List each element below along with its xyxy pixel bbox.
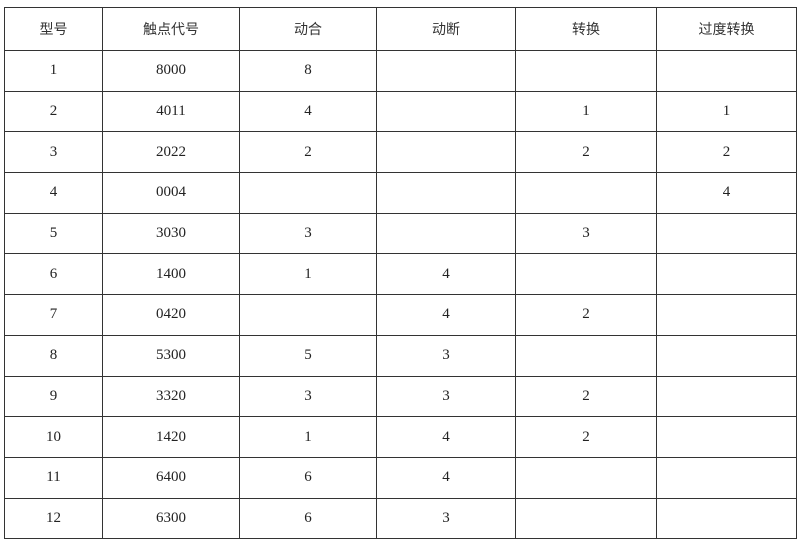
cell-model: 1 — [4, 50, 103, 92]
cell-transition-changeover — [656, 212, 797, 255]
cell-model: 12 — [4, 497, 103, 540]
cell-model: 9 — [4, 375, 103, 418]
cell-model: 5 — [4, 212, 103, 255]
cell-break: 4 — [376, 253, 516, 296]
cell-make: 5 — [239, 334, 377, 377]
table-row: 9 3320 3 3 2 — [4, 375, 797, 418]
cell-contact-code: 2022 — [102, 131, 240, 174]
cell-changeover: 3 — [515, 212, 657, 255]
table-row: 5 3030 3 3 — [4, 212, 797, 255]
cell-changeover — [515, 497, 657, 540]
cell-break: 4 — [376, 416, 516, 458]
cell-transition-changeover — [656, 334, 797, 377]
cell-changeover: 2 — [515, 416, 657, 458]
cell-break: 3 — [376, 497, 516, 540]
header-changeover: 转换 — [515, 7, 657, 51]
cell-transition-changeover — [656, 375, 797, 418]
cell-break: 3 — [376, 334, 516, 377]
cell-contact-code: 5300 — [102, 334, 240, 377]
cell-changeover — [515, 50, 657, 92]
cell-changeover — [515, 334, 657, 377]
cell-model: 4 — [4, 172, 103, 214]
cell-make: 1 — [239, 416, 377, 458]
table-row: 3 2022 2 2 2 — [4, 131, 797, 174]
table-row: 10 1420 1 4 2 — [4, 416, 797, 458]
header-transition-changeover: 过度转换 — [656, 7, 797, 51]
cell-contact-code: 0420 — [102, 294, 240, 336]
cell-contact-code: 6400 — [102, 456, 240, 499]
cell-contact-code: 6300 — [102, 497, 240, 540]
cell-contact-code: 0004 — [102, 172, 240, 214]
cell-changeover — [515, 172, 657, 214]
cell-make: 3 — [239, 375, 377, 418]
cell-model: 3 — [4, 131, 103, 174]
cell-break — [376, 90, 516, 133]
cell-break — [376, 50, 516, 92]
cell-transition-changeover: 2 — [656, 131, 797, 174]
cell-make — [239, 294, 377, 336]
header-contact-code: 触点代号 — [102, 7, 240, 51]
cell-model: 2 — [4, 90, 103, 133]
cell-make: 6 — [239, 456, 377, 499]
cell-contact-code: 1420 — [102, 416, 240, 458]
contact-code-table: 型号 触点代号 动合 动断 转换 过度转换 1 8000 8 2 4011 4 1 1 3 202… — [4, 7, 797, 540]
table-row: 1 8000 8 — [4, 50, 797, 92]
table-row: 4 0004 4 — [4, 172, 797, 214]
header-row: 型号 触点代号 动合 动断 转换 过度转换 — [4, 7, 797, 51]
header-model: 型号 — [4, 7, 103, 51]
cell-changeover: 2 — [515, 375, 657, 418]
cell-changeover: 2 — [515, 294, 657, 336]
header-make: 动合 — [239, 7, 377, 51]
cell-transition-changeover — [656, 294, 797, 336]
cell-make: 6 — [239, 497, 377, 540]
cell-model: 10 — [4, 416, 103, 458]
cell-break: 4 — [376, 294, 516, 336]
cell-transition-changeover — [656, 416, 797, 458]
cell-transition-changeover: 4 — [656, 172, 797, 214]
cell-changeover — [515, 253, 657, 296]
cell-contact-code: 1400 — [102, 253, 240, 296]
cell-transition-changeover: 1 — [656, 90, 797, 133]
cell-contact-code: 8000 — [102, 50, 240, 92]
table-row: 6 1400 1 4 — [4, 253, 797, 296]
cell-changeover: 1 — [515, 90, 657, 133]
cell-make: 3 — [239, 212, 377, 255]
table-row: 7 0420 4 2 — [4, 294, 797, 336]
table-row: 12 6300 6 3 — [4, 497, 797, 540]
cell-break: 3 — [376, 375, 516, 418]
cell-make — [239, 172, 377, 214]
cell-model: 7 — [4, 294, 103, 336]
cell-make: 8 — [239, 50, 377, 92]
cell-make: 2 — [239, 131, 377, 174]
cell-break: 4 — [376, 456, 516, 499]
cell-transition-changeover — [656, 253, 797, 296]
cell-make: 1 — [239, 253, 377, 296]
table-row: 8 5300 5 3 — [4, 334, 797, 377]
cell-changeover — [515, 456, 657, 499]
cell-transition-changeover — [656, 456, 797, 499]
cell-break — [376, 172, 516, 214]
cell-changeover: 2 — [515, 131, 657, 174]
cell-transition-changeover — [656, 497, 797, 540]
cell-model: 11 — [4, 456, 103, 499]
cell-break — [376, 131, 516, 174]
cell-model: 6 — [4, 253, 103, 296]
table-row: 11 6400 6 4 — [4, 456, 797, 499]
cell-make: 4 — [239, 90, 377, 133]
cell-contact-code: 3320 — [102, 375, 240, 418]
table-row: 2 4011 4 1 1 — [4, 90, 797, 133]
cell-break — [376, 212, 516, 255]
header-break: 动断 — [376, 7, 516, 51]
cell-model: 8 — [4, 334, 103, 377]
cell-transition-changeover — [656, 50, 797, 92]
cell-contact-code: 3030 — [102, 212, 240, 255]
cell-contact-code: 4011 — [102, 90, 240, 133]
